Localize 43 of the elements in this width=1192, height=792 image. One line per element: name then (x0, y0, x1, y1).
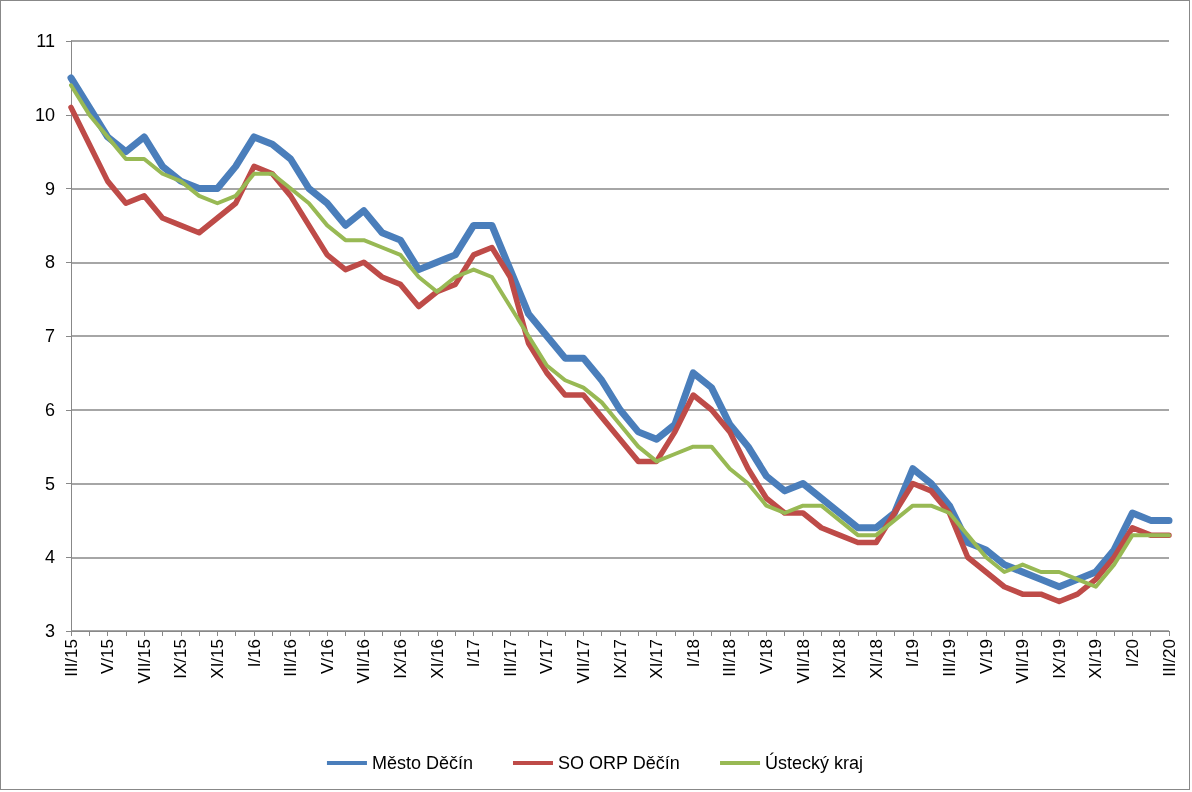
x-tick-label: V/15 (98, 639, 118, 674)
y-tick-label: 6 (44, 399, 55, 420)
x-tick-label: IX/17 (610, 639, 630, 679)
legend-label: Ústecký kraj (765, 752, 864, 773)
legend-label: SO ORP Děčín (557, 753, 680, 773)
y-tick-label: 11 (36, 31, 55, 51)
x-tick-label: I/19 (903, 639, 923, 668)
x-tick-label: IX/16 (390, 639, 410, 679)
y-tick-label: 8 (44, 252, 55, 273)
x-tick-label: III/15 (61, 639, 81, 677)
x-tick-label: III/16 (281, 639, 301, 677)
x-tick-label: XI/17 (647, 639, 667, 679)
x-tick-label: XI/18 (866, 639, 886, 679)
y-tick-label: 10 (34, 104, 55, 125)
x-tick-label: III/19 (939, 639, 959, 677)
x-tick-label: III/18 (720, 639, 740, 677)
x-tick-label: IX/18 (830, 639, 850, 679)
x-tick-label: V/18 (756, 639, 776, 674)
x-tick-label: I/16 (244, 639, 264, 668)
x-tick-label: XI/19 (1086, 639, 1106, 679)
x-tick-label: IX/15 (171, 639, 191, 679)
x-tick-label: VII/18 (793, 639, 813, 684)
x-tick-label: IX/19 (1049, 639, 1069, 679)
x-tick-label: V/16 (317, 639, 337, 674)
x-tick-label: VII/19 (1013, 639, 1033, 684)
x-tick-label: I/17 (464, 639, 484, 668)
x-tick-label: I/20 (1122, 639, 1142, 668)
x-tick-label: VII/17 (573, 639, 593, 684)
x-tick-label: I/18 (683, 639, 703, 668)
x-tick-label: VII/15 (134, 639, 154, 684)
x-tick-label: XI/16 (427, 639, 447, 679)
x-tick-label: III/17 (500, 639, 520, 677)
y-tick-label: 9 (44, 178, 55, 199)
x-tick-label: V/19 (976, 639, 996, 674)
x-tick-label: III/20 (1159, 639, 1179, 677)
y-tick-label: 7 (44, 326, 55, 346)
y-tick-label: 3 (44, 621, 55, 641)
x-tick-label: XI/15 (207, 639, 227, 679)
x-tick-label: V/17 (537, 639, 557, 674)
legend-label: Město Děčín (371, 753, 473, 773)
y-tick-label: 4 (44, 547, 55, 568)
x-tick-label: VII/16 (354, 639, 374, 684)
y-tick-label: 5 (44, 473, 55, 494)
